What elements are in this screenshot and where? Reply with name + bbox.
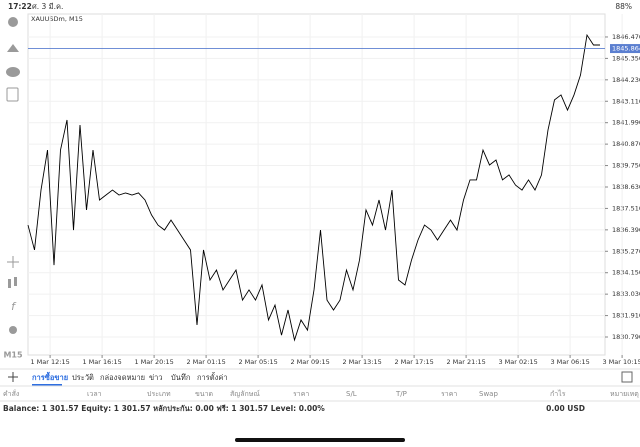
y-tick-label: 1835.270 (612, 247, 640, 255)
icon-trade[interactable] (7, 44, 19, 52)
bid-label-box (610, 44, 640, 54)
status-time: 17:22 (8, 2, 32, 11)
timeframe[interactable]: M15 (3, 351, 23, 360)
home-indicator (235, 438, 405, 442)
toolbar: f (6, 17, 20, 334)
y-tick-label: 1833.030 (612, 290, 640, 298)
x-tick-label: 3 Mar 02:15 (498, 358, 537, 366)
column-header: ราคา (293, 390, 309, 398)
y-tick-label: 1839.750 (612, 162, 640, 170)
expand-button[interactable] (621, 371, 633, 383)
tab[interactable]: การซื้อขาย (32, 371, 68, 382)
column-header: หมายเหตุ (610, 390, 639, 398)
table-header: คำสั่ง เวลา ประเภท ขนาด สัญลักษณ์ ราคา S/L T/P ร… (3, 389, 639, 398)
account-profit: 0.00 USD (546, 404, 585, 413)
tab-underline (32, 384, 62, 386)
x-tick-label: 2 Mar 09:15 (290, 358, 329, 366)
x-tick-label: 3 Mar 10:15 (602, 358, 640, 366)
y-tick-label: 1846.470 (612, 33, 640, 41)
x-tick-label: 2 Mar 05:15 (238, 358, 277, 366)
x-tick-label: 3 Mar 06:15 (550, 358, 589, 366)
bid-label: 1845.864 (612, 45, 640, 53)
tabs: การซื้อขาย ประวัติ กล่องจดหมาย ข่าว บันทึก กา… (32, 371, 228, 386)
tab[interactable]: ข่าว (149, 373, 163, 382)
y-tick-label: 1837.510 (612, 204, 640, 212)
x-tick-label: 1 Mar 20:15 (134, 358, 173, 366)
chart-frame (27, 13, 606, 356)
column-header: ขนาด (195, 390, 213, 398)
x-tick-label: 2 Mar 01:15 (186, 358, 225, 366)
y-tick-label: 1831.910 (612, 312, 640, 320)
y-tick-label: 1845.350 (612, 54, 640, 62)
y-tick-label: 1834.150 (612, 269, 640, 277)
x-tick-label: 1 Mar 16:15 (82, 358, 121, 366)
account-summary: Balance: 1 301.57 Equity: 1 301.57 หลักป… (3, 404, 325, 413)
column-header: ประเภท (147, 390, 171, 398)
add-button[interactable] (8, 372, 18, 382)
column-header: กำไร (550, 389, 566, 398)
x-tick-label: 2 Mar 21:15 (446, 358, 485, 366)
icon-account[interactable] (8, 17, 18, 27)
icon-new[interactable] (6, 87, 19, 102)
icon-candles-b (14, 277, 17, 286)
icon-indicator[interactable]: f (11, 300, 17, 313)
y-tick-label: 1840.870 (612, 140, 640, 148)
y-tick-label: 1830.790 (612, 333, 640, 341)
price-line (27, 33, 600, 342)
column-header: คำสั่ง (3, 389, 19, 398)
column-header: สัญลักษณ์ (230, 390, 260, 398)
x-tick-label: 2 Mar 17:15 (394, 358, 433, 366)
column-header: S/L (346, 390, 357, 398)
column-header: ราคา (441, 390, 457, 398)
icon-cross[interactable] (7, 256, 19, 268)
tab[interactable]: กล่องจดหมาย (100, 373, 145, 382)
x-tick-label: 2 Mar 13:15 (342, 358, 381, 366)
icon-chat[interactable] (6, 67, 20, 77)
status-battery: 88% (615, 2, 632, 11)
column-header: T/P (395, 390, 407, 398)
icon-objects[interactable] (9, 326, 17, 334)
column-header: Swap (479, 390, 498, 398)
icon-candles[interactable] (8, 279, 11, 288)
y-tick-label: 1843.110 (612, 97, 640, 105)
tab[interactable]: บันทึก (171, 373, 190, 382)
column-header: เวลา (87, 390, 102, 398)
y-tick-label: 1841.990 (612, 119, 640, 127)
status-date: ศ. 3 มี.ค. (32, 2, 63, 11)
tab[interactable]: การตั้งค่า (197, 372, 228, 382)
y-tick-label: 1838.630 (612, 183, 640, 191)
y-tick-label: 1844.230 (612, 76, 640, 84)
y-tick-label: 1836.390 (612, 226, 640, 234)
tab[interactable]: ประวัติ (72, 373, 94, 382)
x-tick-label: 1 Mar 12:15 (30, 358, 69, 366)
chart-symbol: XAUUSDm, M15 (31, 15, 83, 23)
